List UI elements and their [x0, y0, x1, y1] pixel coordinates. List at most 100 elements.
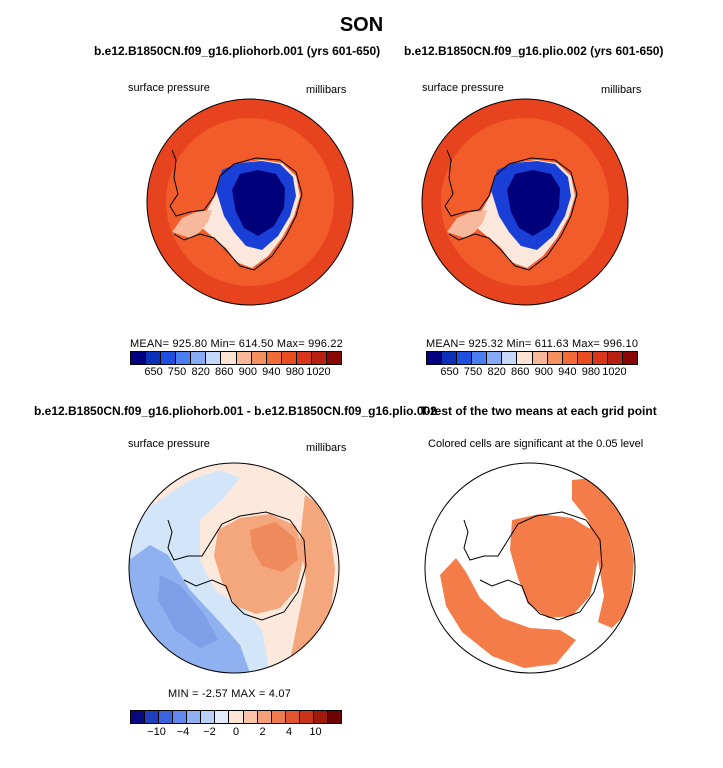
colorbar-swatch — [327, 711, 341, 723]
colorbar-swatch — [236, 352, 252, 364]
colorbar-tick-label: 0 — [232, 726, 240, 738]
colorbar-tick-label: −2 — [203, 726, 216, 738]
colorbar-swatch — [191, 352, 207, 364]
colorbar-swatch — [145, 711, 160, 723]
panel4-significant-right-band — [572, 478, 634, 628]
colorbar-tick-label: −10 — [147, 726, 166, 738]
colorbar-tick-label: 860 — [215, 366, 234, 378]
colorbar-swatch — [251, 352, 267, 364]
panel1-coastline — [169, 149, 303, 271]
colorbar-tick-label: 820 — [191, 366, 210, 378]
colorbar-tick-label: −4 — [176, 726, 190, 738]
colorbar-tick-label: 940 — [558, 366, 577, 378]
panel1-variable-label: surface pressure — [128, 82, 210, 94]
colorbar-tick-label: 1020 — [306, 366, 331, 378]
colorbar-swatch — [243, 711, 258, 723]
colorbar-swatch — [487, 352, 503, 364]
colorbar-tick-label: 10 — [309, 726, 322, 738]
colorbar-swatch — [201, 711, 216, 723]
colorbar-swatch — [502, 352, 518, 364]
panel3-coastline — [167, 511, 307, 621]
colorbar-swatch — [532, 352, 548, 364]
colorbar-tick-label: 980 — [581, 366, 601, 378]
panel1-stats: MEAN= 925.80 Min= 614.50 Max= 996.22 — [130, 338, 343, 350]
colorbar-swatch — [229, 711, 244, 723]
panel3-colorbar — [130, 710, 342, 724]
colorbar-tick-label: 980 — [285, 366, 305, 378]
colorbar-swatch — [427, 352, 443, 364]
colorbar-tick-label: 4 — [285, 726, 293, 738]
panel2-variable-label: surface pressure — [422, 82, 504, 94]
panel4-significant-antarctic — [510, 514, 598, 618]
panel2-ice-core — [507, 170, 560, 236]
colorbar-tick-label: 2 — [259, 726, 266, 738]
panel4-coastline — [463, 511, 603, 621]
colorbar-swatch — [221, 352, 237, 364]
colorbar-swatch — [547, 352, 563, 364]
panel3-stats: MIN = -2.57 MAX = 4.07 — [168, 688, 292, 700]
panel2-colorbar — [426, 351, 638, 365]
figure-title: SON — [339, 14, 384, 36]
panel2-land-peach — [447, 210, 487, 238]
colorbar-swatch — [131, 352, 147, 364]
colorbar-swatch — [607, 352, 624, 364]
colorbar-tick-label: 750 — [167, 366, 187, 378]
panel2-title: b.e12.B1850CN.f09_g16.plio.002 (yrs 601-… — [404, 44, 664, 58]
panel4-title: T-test of the two means at each grid poi… — [420, 404, 657, 418]
panel2-coastline — [444, 149, 578, 271]
panel3-title: b.e12.B1850CN.f09_g16.pliohorb.001 - b.e… — [34, 404, 437, 418]
colorbar-tick-label: 650 — [144, 366, 163, 378]
colorbar-swatch — [173, 711, 188, 723]
colorbar-swatch — [215, 711, 230, 723]
panel1-title: b.e12.B1850CN.f09_g16.pliohorb.001 (yrs … — [94, 44, 381, 58]
colorbar-tick-label: 750 — [463, 366, 483, 378]
colorbar-swatch — [257, 711, 272, 723]
panel2-stats: MEAN= 925.32 Min= 611.63 Max= 996.10 — [426, 338, 639, 350]
colorbar-swatch — [296, 352, 312, 364]
panel3-variable-label: surface pressure — [128, 438, 210, 450]
panel1-colorbar — [130, 351, 342, 365]
panel1-units-label: millibars — [306, 84, 347, 96]
colorbar-swatch — [131, 711, 146, 723]
colorbar-swatch — [311, 352, 328, 364]
colorbar-swatch — [623, 352, 638, 364]
colorbar-swatch — [271, 711, 286, 723]
colorbar-swatch — [146, 352, 162, 364]
panel1-colorbar-ticks: 650 750 820 860 900 940 980 1020 — [130, 366, 342, 380]
colorbar-swatch — [442, 352, 458, 364]
colorbar-swatch — [161, 352, 177, 364]
colorbar-swatch — [562, 352, 578, 364]
colorbar-tick-label: 860 — [511, 366, 530, 378]
colorbar-tick-label: 940 — [262, 366, 281, 378]
panel3-orange-core — [250, 522, 298, 572]
colorbar-swatch — [313, 711, 328, 723]
panel1-land-peach — [172, 210, 212, 238]
panel2-colorbar-ticks: 650 750 820 860 900 940 980 1020 — [426, 366, 638, 380]
panel3-colorbar-ticks: −10 −4 −2 0 2 4 10 — [130, 726, 342, 740]
colorbar-swatch — [577, 352, 593, 364]
panel4-significant-crescent — [440, 558, 576, 668]
colorbar-swatch — [517, 352, 533, 364]
colorbar-tick-label: 1020 — [602, 366, 627, 378]
panel4-subtitle: Colored cells are significant at the 0.0… — [428, 438, 644, 450]
colorbar-tick-label: 900 — [238, 366, 257, 378]
panel3-units-label: millibars — [306, 442, 347, 454]
colorbar-tick-label: 650 — [440, 366, 459, 378]
colorbar-tick-label: 820 — [487, 366, 506, 378]
panel1-ice-core — [232, 170, 285, 236]
colorbar-tick-label: 900 — [534, 366, 553, 378]
panel2-units-label: millibars — [601, 84, 642, 96]
colorbar-swatch — [159, 711, 174, 723]
colorbar-swatch — [176, 352, 192, 364]
colorbar-swatch — [206, 352, 222, 364]
colorbar-swatch — [281, 352, 297, 364]
colorbar-swatch — [472, 352, 488, 364]
colorbar-swatch — [266, 352, 282, 364]
panel3-blue-core — [158, 575, 218, 648]
colorbar-swatch — [327, 352, 342, 364]
colorbar-swatch — [187, 711, 202, 723]
